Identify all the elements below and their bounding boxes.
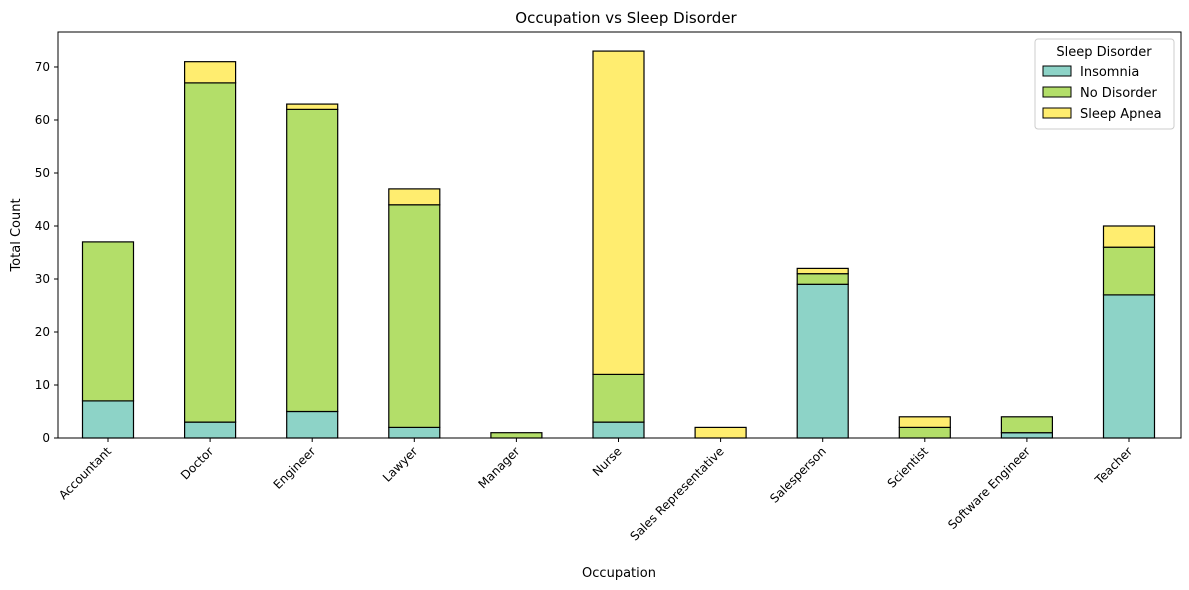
bar-no-disorder-accountant bbox=[81, 241, 135, 402]
bar-insomnia-teacher bbox=[1102, 294, 1156, 439]
y-tick-label: 40 bbox=[35, 219, 50, 233]
y-tick-label: 0 bbox=[42, 431, 50, 445]
legend-swatch bbox=[1042, 65, 1072, 77]
y-tick-label: 20 bbox=[35, 325, 50, 339]
bar-no-disorder-salesperson bbox=[796, 273, 849, 285]
bar-no-disorder-teacher bbox=[1102, 246, 1156, 296]
bar-sleep-apnea-salesperson bbox=[796, 267, 849, 275]
y-tick-label: 10 bbox=[35, 378, 50, 392]
legend-label: No Disorder bbox=[1080, 86, 1158, 101]
bar-no-disorder-lawyer bbox=[388, 204, 441, 428]
bar-sleep-apnea-sales-representative bbox=[694, 426, 747, 439]
legend-label: Sleep Apnea bbox=[1080, 107, 1162, 122]
bar-insomnia-engineer bbox=[286, 410, 339, 439]
y-tick-label: 50 bbox=[35, 166, 50, 180]
y-axis-ticks: 0 10 20 30 40 50 60 70 bbox=[35, 60, 58, 445]
legend: Sleep Disorder Insomnia No Disorder Sleep … bbox=[1034, 38, 1175, 130]
bar-sleep-apnea-scientist bbox=[898, 416, 951, 428]
y-tick-label: 30 bbox=[35, 272, 50, 286]
bar-sleep-apnea-teacher bbox=[1102, 225, 1156, 248]
y-tick-label: 70 bbox=[35, 60, 50, 74]
bar-sleep-apnea-lawyer bbox=[388, 188, 441, 206]
bar-no-disorder-doctor bbox=[184, 82, 237, 423]
legend-swatch bbox=[1042, 86, 1072, 98]
y-tick-label: 60 bbox=[35, 113, 50, 127]
bar-insomnia-nurse bbox=[592, 421, 645, 439]
legend-title: Sleep Disorder bbox=[1056, 45, 1152, 60]
bar-no-disorder-software-engineer bbox=[1000, 416, 1054, 434]
bar-sleep-apnea-doctor bbox=[184, 61, 237, 84]
legend-box bbox=[1034, 38, 1175, 130]
plot-frame bbox=[57, 31, 1182, 439]
bar-insomnia-doctor bbox=[184, 421, 237, 439]
bar-no-disorder-engineer bbox=[286, 108, 339, 413]
legend-swatch bbox=[1042, 107, 1072, 119]
bar-insomnia-accountant bbox=[81, 400, 135, 439]
bar-sleep-apnea-engineer bbox=[286, 103, 339, 110]
chart-title: Occupation vs Sleep Disorder bbox=[515, 9, 737, 27]
bar-insomnia-salesperson bbox=[796, 283, 849, 439]
x-axis-label: Occupation bbox=[582, 566, 656, 581]
bar-no-disorder-nurse bbox=[592, 373, 645, 423]
bar-sleep-apnea-nurse bbox=[592, 50, 645, 376]
bars-layer bbox=[81, 50, 1156, 439]
bar-insomnia-lawyer bbox=[388, 426, 441, 439]
bar-no-disorder-manager bbox=[490, 432, 543, 439]
bar-insomnia-software-engineer bbox=[1000, 432, 1054, 439]
legend-label: Insomnia bbox=[1080, 65, 1139, 80]
y-axis-label: Total Count bbox=[9, 198, 24, 272]
bar-no-disorder-scientist bbox=[898, 426, 951, 439]
